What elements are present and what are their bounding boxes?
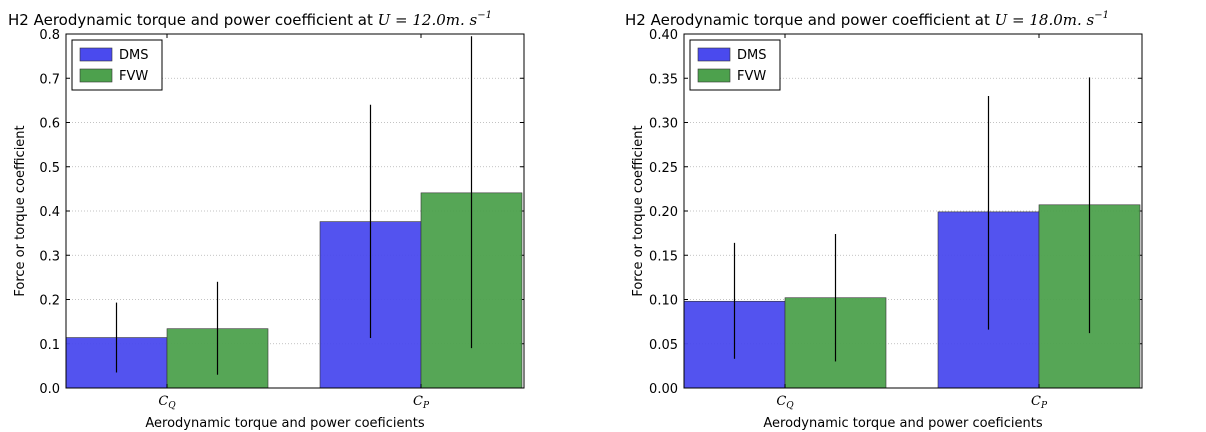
y-tick-label: 0.5 (39, 161, 60, 176)
legend-swatch-dms (697, 47, 731, 62)
y-tick-label: 0.00 (649, 382, 678, 397)
y-tick-label: 0.8 (39, 28, 60, 43)
legend-box (71, 39, 163, 91)
legend-box (689, 39, 781, 91)
chart-1: H2 Aerodynamic torque and power coeffici… (8, 10, 525, 431)
y-tick-label: 0.30 (649, 117, 678, 132)
legend-swatch-fvw (79, 68, 113, 83)
y-tick-label: 0.05 (649, 338, 678, 353)
x-tick-label: CQ (158, 394, 176, 411)
x-tick-label: CP (1031, 394, 1048, 411)
legend-label-fvw: FVW (737, 69, 766, 84)
legend-label-fvw: FVW (119, 69, 148, 84)
axes-frame (683, 33, 1143, 389)
y-axis-label: Force or torque coefficient (13, 125, 28, 296)
y-tick-label: 0.35 (649, 72, 678, 87)
x-tick-label: CP (413, 394, 430, 411)
y-tick-label: 0.3 (39, 249, 60, 264)
axes-frame (65, 33, 525, 389)
legend-swatch-fvw (697, 68, 731, 83)
y-tick-label: 0.10 (649, 294, 678, 309)
y-tick-label: 0.7 (39, 72, 60, 87)
y-tick-label: 0.25 (649, 161, 678, 176)
chart-2: H2 Aerodynamic torque and power coeffici… (625, 10, 1143, 431)
legend-label-dms: DMS (737, 48, 766, 63)
y-tick-label: 0.20 (649, 205, 678, 220)
legend-label-dms: DMS (119, 48, 148, 63)
legend-swatch-dms (79, 47, 113, 62)
x-axis-label: Aerodynamic torque and power coeficients (763, 416, 1042, 431)
y-tick-label: 0.6 (39, 117, 60, 132)
legend: DMS FVW (689, 39, 781, 91)
y-tick-label: 0.40 (649, 28, 678, 43)
y-tick-label: 0.15 (649, 249, 678, 264)
y-tick-label: 0.0 (39, 382, 60, 397)
legend: DMS FVW (71, 39, 163, 91)
y-tick-label: 0.4 (39, 205, 60, 220)
y-tick-label: 0.1 (39, 338, 60, 353)
x-axis-label: Aerodynamic torque and power coeficients (145, 416, 424, 431)
chart-title: H2 Aerodynamic torque and power coeffici… (625, 10, 1109, 29)
y-axis-label: Force or torque coefficient (631, 125, 646, 296)
y-tick-label: 0.2 (39, 294, 60, 309)
chart-title: H2 Aerodynamic torque and power coeffici… (8, 10, 492, 29)
x-tick-label: CQ (776, 394, 794, 411)
